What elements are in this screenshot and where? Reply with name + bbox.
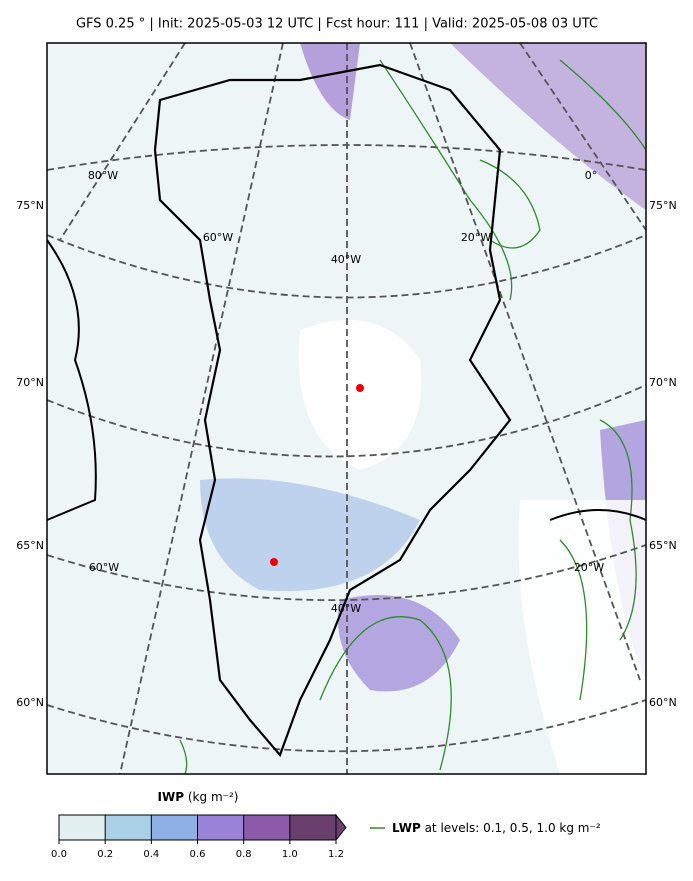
legend-text: LWP at levels: 0.1, 0.5, 1.0 kg m⁻² — [392, 821, 601, 835]
colorbar-label-unit: (kg m⁻²) — [188, 790, 239, 804]
colorbar-tick-label: 0.8 — [236, 849, 252, 860]
colorbar-label: IWP (kg m⁻²) — [158, 790, 239, 804]
lat-label: 70°N — [16, 376, 44, 389]
colorbar-segment — [105, 815, 152, 840]
coastline — [153, 63, 512, 758]
lon-label: 80°W — [88, 169, 118, 182]
graticule — [46, 42, 647, 775]
clear-area — [298, 320, 422, 470]
iwp-field — [200, 478, 420, 592]
lat-label: 70°N — [649, 376, 677, 389]
station-marker — [270, 558, 278, 566]
lon-label: 20°W — [461, 231, 491, 244]
colorbar-segment — [151, 815, 198, 840]
colorbar-segment — [289, 815, 337, 840]
colorbar-tick-label: 0.0 — [51, 849, 67, 860]
lat-label: 75°N — [16, 199, 44, 212]
colorbar-segment — [197, 815, 245, 840]
coastline — [549, 509, 647, 521]
colorbar-tick-label: 0.4 — [143, 849, 159, 860]
clear-area — [518, 500, 646, 774]
lat-label: 60°N — [16, 696, 44, 709]
title: GFS 0.25 ° | Init: 2025-05-03 12 UTC | F… — [76, 17, 598, 32]
lon-label: 0° — [585, 169, 598, 182]
legend-label: at levels: 0.1, 0.5, 1.0 kg m⁻² — [425, 821, 601, 835]
map-labels: 75°N 70°N 65°N 60°N 75°N 70°N 65°N 60°N 80°W 60°W… — [16, 169, 676, 709]
colorbar-tick-label: 1.0 — [282, 849, 298, 860]
coastline — [46, 239, 97, 521]
lat-label: 60°N — [649, 696, 677, 709]
station-marker — [356, 384, 364, 392]
iwp-field — [450, 43, 646, 210]
colorbar-tick-label: 1.2 — [328, 849, 344, 860]
lat-label: 65°N — [16, 539, 44, 552]
lon-label: 60°W — [89, 561, 119, 574]
lon-label: 60°W — [203, 231, 233, 244]
lon-label: 20°W — [574, 561, 604, 574]
colorbar: 0.0 0.2 0.4 0.6 0.8 1.0 1.2 — [51, 813, 347, 860]
map — [46, 42, 647, 775]
lon-label: 40°W — [331, 602, 361, 615]
colorbar-segment — [59, 815, 106, 840]
colorbar-segment — [243, 815, 291, 840]
colorbar-tick-label: 0.2 — [97, 849, 113, 860]
lat-label: 75°N — [649, 199, 677, 212]
iwp-field — [300, 43, 360, 120]
map-frame — [46, 42, 647, 775]
colorbar-tick-label: 0.6 — [190, 849, 206, 860]
lat-label: 65°N — [649, 539, 677, 552]
iwp-field — [338, 595, 460, 692]
legend-bold: LWP — [392, 821, 421, 835]
colorbar-extend — [335, 813, 347, 842]
colorbar-label-bold: IWP — [158, 790, 185, 804]
lon-label: 40°W — [331, 253, 361, 266]
